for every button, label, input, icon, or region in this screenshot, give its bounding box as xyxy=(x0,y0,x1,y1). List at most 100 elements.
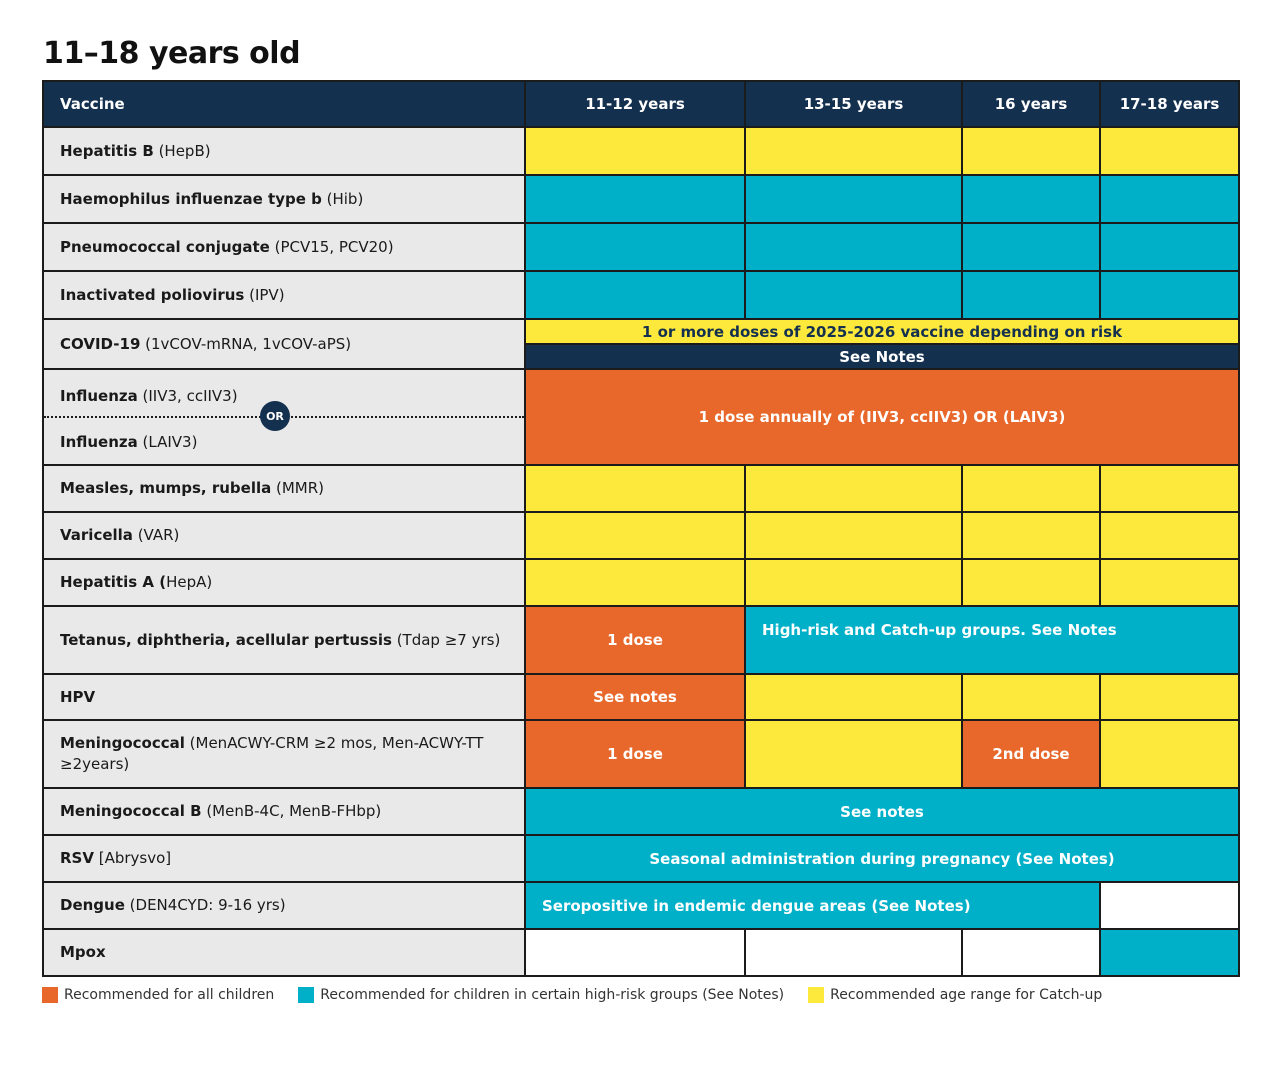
catchup-cell xyxy=(1099,464,1240,513)
covid-see-notes: See Notes xyxy=(526,345,1238,368)
empty-cell xyxy=(744,928,963,977)
vaccine-detail: HepA) xyxy=(166,573,213,591)
catchup-cell xyxy=(524,511,746,560)
header-age-17-18: 17-18 years xyxy=(1099,80,1240,128)
high-risk-cell: High-risk and Catch-up groups. See Notes xyxy=(744,605,1240,675)
catchup-cell xyxy=(744,464,963,513)
recommended-cell: 1 dose annually of (IIV3, ccIIV3) OR (LA… xyxy=(524,368,1240,466)
row-menb: Meningococcal B (MenB-4C, MenB-FHbp) See… xyxy=(42,787,1240,836)
vaccine-name-cell: Haemophilus influenzae type b (Hib) xyxy=(42,174,526,224)
high-risk-cell xyxy=(1099,222,1240,272)
high-risk-cell xyxy=(524,222,746,272)
vaccine-name-cell: Measles, mumps, rubella (MMR) xyxy=(42,464,526,513)
legend-label: Recommended age range for Catch-up xyxy=(830,987,1103,1003)
catchup-cell xyxy=(744,719,963,789)
recommended-cell: See notes xyxy=(524,673,746,721)
header-age-11-12: 11-12 years xyxy=(524,80,746,128)
high-risk-cell xyxy=(524,270,746,320)
legend-swatch xyxy=(808,987,825,1003)
row-mmr: Measles, mumps, rubella (MMR) xyxy=(42,464,1240,513)
vaccine-name-cell: Meningococcal (MenACWY-CRM ≥2 mos, Men-A… xyxy=(42,719,526,789)
empty-cell xyxy=(961,928,1101,977)
vaccine-name-cell: Varicella (VAR) xyxy=(42,511,526,560)
high-risk-cell: Seropositive in endemic dengue areas (Se… xyxy=(524,881,1101,930)
empty-cell xyxy=(524,928,746,977)
row-varicella: Varicella (VAR) xyxy=(42,511,1240,560)
covid-schedule-cell: 1 or more doses of 2025-2026 vaccine dep… xyxy=(524,318,1240,370)
legend-swatch xyxy=(298,987,315,1003)
high-risk-cell xyxy=(744,270,963,320)
vaccine-detail: (VAR) xyxy=(132,526,180,544)
row-mpox: Mpox xyxy=(42,928,1240,977)
vaccine-name-cell: HPV xyxy=(42,673,526,721)
catchup-cell xyxy=(1099,511,1240,560)
vaccine-detail: (Tdap ≥7 yrs) xyxy=(391,630,501,649)
vaccine-detail: (HepB) xyxy=(153,141,211,160)
catchup-cell xyxy=(1099,673,1240,721)
catchup-cell xyxy=(961,511,1101,560)
catchup-cell xyxy=(744,558,963,607)
vaccine-detail: (IPV) xyxy=(244,285,285,304)
high-risk-cell xyxy=(1099,928,1240,977)
high-risk-cell xyxy=(1099,270,1240,320)
catchup-cell xyxy=(744,673,963,721)
catchup-cell xyxy=(524,558,746,607)
vaccine-name: Hepatitis B xyxy=(60,141,154,160)
recommended-cell: 1 dose xyxy=(524,605,746,675)
high-risk-cell: Seasonal administration during pregnancy… xyxy=(524,834,1240,883)
header-row: Vaccine 11-12 years 13-15 years 16 years… xyxy=(42,80,1240,128)
vaccine-name-cell: RSV [Abrysvo] xyxy=(42,834,526,883)
catchup-cell xyxy=(961,558,1101,607)
recommended-cell: 1 dose xyxy=(524,719,746,789)
header-age-16: 16 years xyxy=(961,80,1101,128)
catchup-cell xyxy=(744,126,963,176)
row-covid: COVID-19 (1vCOV-mRNA, 1vCOV-aPS) 1 or mo… xyxy=(42,318,1240,370)
row-dengue: Dengue (DEN4CYD: 9-16 yrs) Seropositive … xyxy=(42,881,1240,930)
legend-label: Recommended for children in certain high… xyxy=(320,987,785,1003)
row-rsv: RSV [Abrysvo] Seasonal administration du… xyxy=(42,834,1240,883)
empty-cell xyxy=(1099,881,1240,930)
high-risk-cell xyxy=(744,222,963,272)
vaccine-name: Varicella xyxy=(60,526,133,544)
high-risk-cell xyxy=(961,222,1101,272)
high-risk-cell: See notes xyxy=(524,787,1240,836)
vaccine-detail: (IIV3, ccIIV3) xyxy=(137,387,238,405)
vaccine-name: COVID-19 xyxy=(60,334,141,353)
high-risk-cell xyxy=(524,174,746,224)
page-title: 11–18 years old xyxy=(43,36,301,71)
vaccine-name-cell: Influenza (IIV3, ccIIV3) OR Influenza (L… xyxy=(42,368,526,466)
row-ipv: Inactivated poliovirus (IPV) xyxy=(42,270,1240,320)
row-pcv: Pneumococcal conjugate (PCV15, PCV20) xyxy=(42,222,1240,272)
row-influenza: Influenza (IIV3, ccIIV3) OR Influenza (L… xyxy=(42,368,1240,466)
vaccine-name: Hepatitis A ( xyxy=(60,573,167,591)
high-risk-cell xyxy=(961,174,1101,224)
vaccine-detail: [Abrysvo] xyxy=(93,849,172,867)
catchup-cell xyxy=(744,511,963,560)
catchup-cell xyxy=(961,464,1101,513)
header-vaccine: Vaccine xyxy=(42,80,526,128)
vaccine-name-cell: Hepatitis B (HepB) xyxy=(42,126,526,176)
vaccine-name: Measles, mumps, rubella xyxy=(60,479,272,497)
vaccine-name: Tetanus, diphtheria, acellular pertussis xyxy=(60,630,392,649)
legend-swatch xyxy=(42,987,58,1003)
catchup-cell xyxy=(961,126,1101,176)
vaccine-name: Mpox xyxy=(60,943,106,961)
vaccine-name-cell: Dengue (DEN4CYD: 9-16 yrs) xyxy=(42,881,526,930)
vaccine-detail: (LAIV3) xyxy=(137,433,198,451)
vaccine-name-cell: Pneumococcal conjugate (PCV15, PCV20) xyxy=(42,222,526,272)
catchup-cell xyxy=(1099,126,1240,176)
header-age-13-15: 13-15 years xyxy=(744,80,963,128)
vaccine-detail: (MenB-4C, MenB-FHbp) xyxy=(201,802,382,820)
vaccine-name-cell: COVID-19 (1vCOV-mRNA, 1vCOV-aPS) xyxy=(42,318,526,370)
row-hpv: HPV See notes xyxy=(42,673,1240,721)
or-badge: OR xyxy=(260,401,290,431)
catchup-cell xyxy=(961,673,1101,721)
vaccine-detail: (Hib) xyxy=(321,189,364,208)
vaccine-detail: (MenACWY-CRM ≥2 mos, Men-ACWY-TT ≥2years… xyxy=(60,734,484,773)
recommended-cell: 2nd dose xyxy=(961,719,1101,789)
covid-dose-banner: 1 or more doses of 2025-2026 vaccine dep… xyxy=(526,320,1238,345)
row-tdap: Tetanus, diphtheria, acellular pertussis… xyxy=(42,605,1240,675)
vaccine-name-cell: Tetanus, diphtheria, acellular pertussis… xyxy=(42,605,526,675)
legend: Recommended for all children Recommended… xyxy=(42,987,1102,1003)
vaccine-detail: (MMR) xyxy=(271,479,325,497)
